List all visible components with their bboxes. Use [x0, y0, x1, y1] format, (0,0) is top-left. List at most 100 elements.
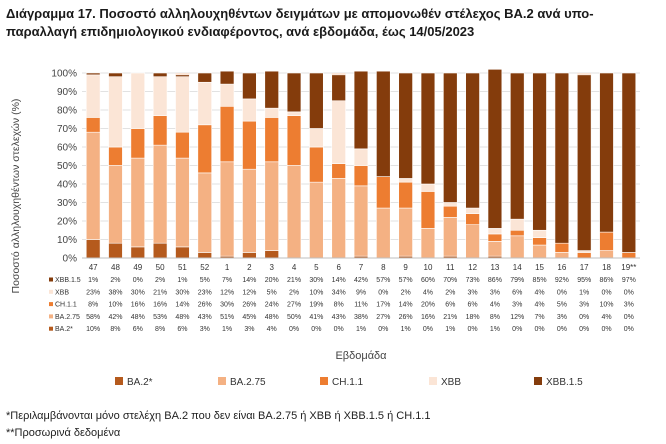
bar-segment	[219, 161, 235, 257]
table-legend-key	[49, 326, 53, 331]
table-legend-key	[49, 289, 53, 294]
bar-segment	[487, 241, 503, 257]
table-cell: 0%	[624, 314, 634, 321]
table-cell: 26%	[399, 314, 413, 321]
bar-segment	[130, 128, 146, 159]
table-cell: 27%	[376, 314, 390, 321]
bar-segment	[443, 205, 458, 218]
bar-segment	[532, 72, 547, 231]
table-cell: 16%	[131, 302, 145, 309]
legend-key	[429, 377, 437, 385]
bar-segment	[130, 72, 146, 129]
table-cell: 1%	[579, 289, 589, 296]
bar-segment	[309, 72, 324, 129]
table-cell: 0%	[534, 326, 544, 333]
table-row-label: BA.2*	[55, 326, 73, 333]
table-cell: 0%	[423, 326, 433, 333]
table-cell: 6%	[512, 289, 522, 296]
bar-segment	[264, 107, 279, 118]
table-cell: 2%	[445, 289, 455, 296]
table-cell: 10%	[309, 289, 323, 296]
table-cell: 0%	[557, 289, 567, 296]
bar-segment	[465, 224, 480, 259]
table-cell: 17%	[376, 302, 390, 309]
bar-segment	[85, 117, 101, 133]
x-tick-label: 16	[557, 263, 566, 272]
table-cell: 26%	[242, 302, 256, 309]
bar-segment	[331, 163, 346, 179]
table-cell: 4%	[423, 289, 433, 296]
y-tick-label: 90%	[57, 87, 77, 98]
x-tick-label: 19**	[621, 263, 636, 272]
bar-segment	[197, 72, 212, 83]
legend-key	[320, 377, 328, 385]
table-cell: 51%	[220, 314, 234, 321]
table-cell: 8%	[88, 302, 98, 309]
table-cell: 0%	[557, 326, 567, 333]
table-cell: 0%	[601, 326, 611, 333]
bar-segment	[376, 70, 391, 177]
table-cell: 4%	[267, 326, 277, 333]
y-tick-label: 30%	[57, 198, 77, 209]
bar-segment	[108, 146, 123, 166]
bar-segment	[376, 176, 391, 209]
table-cell: 3%	[579, 302, 589, 309]
legend-key	[534, 377, 542, 385]
table-cell: 5%	[557, 302, 567, 309]
bar-segment	[264, 117, 279, 163]
table-cell: 5%	[267, 289, 277, 296]
table-cell: 3%	[512, 302, 522, 309]
table-cell: 21%	[287, 277, 301, 284]
bar-segment	[286, 111, 302, 116]
table-cell: 97%	[622, 277, 636, 284]
bar-segment	[152, 144, 168, 244]
table-cell: 18%	[466, 314, 480, 321]
x-tick-label: 47	[89, 263, 98, 272]
table-cell: 1%	[177, 277, 187, 284]
bar-segment	[487, 228, 503, 235]
table-cell: 92%	[555, 277, 569, 284]
table-cell: 12%	[220, 289, 234, 296]
table-cell: 30%	[131, 289, 145, 296]
table-cell: 3%	[624, 302, 634, 309]
table-cell: 0%	[624, 289, 634, 296]
chart-title: Διάγραμμα 17. Ποσοστό αλληλουχηθέντων δε…	[6, 6, 594, 39]
x-tick-label: 12	[468, 263, 477, 272]
bar-segment	[487, 69, 503, 229]
table-row-label: XBB.1.5	[55, 277, 81, 284]
table-cell: 9%	[356, 289, 366, 296]
table-cell: 79%	[510, 277, 524, 284]
bar-segment	[398, 207, 413, 257]
bar-segment	[420, 191, 436, 229]
table-cell: 6%	[177, 326, 187, 333]
bar-segment	[443, 72, 458, 203]
y-tick-label: 10%	[57, 235, 77, 246]
table-cell: 11%	[354, 302, 368, 309]
bar-segment	[219, 70, 235, 85]
bar-segment	[420, 183, 436, 192]
table-cell: 58%	[86, 314, 100, 321]
bar-segment	[175, 131, 190, 159]
table-cell: 86%	[600, 277, 614, 284]
bar-segment-rounding	[577, 73, 592, 75]
bar-segment	[510, 229, 525, 237]
table-cell: 21%	[153, 289, 167, 296]
x-tick-label: 5	[314, 263, 319, 272]
table-cell: 6%	[445, 302, 455, 309]
bar-segment	[175, 157, 190, 248]
bar-segment	[219, 106, 235, 163]
table-cell: 3%	[468, 289, 478, 296]
y-tick-label: 40%	[57, 180, 77, 191]
table-cell: 3%	[244, 326, 254, 333]
table-cell: 3%	[200, 326, 210, 333]
table-cell: 53%	[153, 314, 167, 321]
table-row-label: CH.1.1	[55, 302, 77, 309]
table-cell: 2%	[110, 277, 120, 284]
y-tick-label: 100%	[51, 69, 77, 80]
table-cell: 4%	[601, 314, 611, 321]
table-cell: 14%	[399, 302, 413, 309]
bar-segment	[554, 242, 570, 253]
table-cell: 0%	[133, 277, 143, 284]
bar-segment-rounding	[175, 73, 190, 75]
bar-segment	[242, 72, 257, 100]
